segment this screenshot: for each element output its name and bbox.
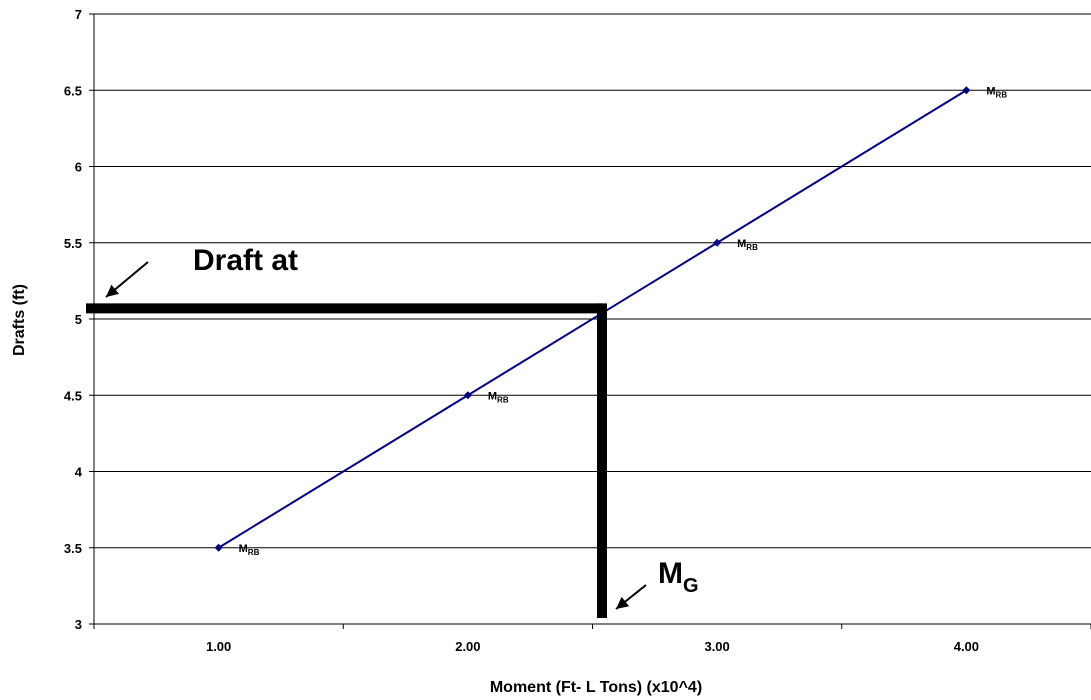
y-tick-label: 4.5: [64, 388, 82, 403]
x-tick-label: 1.00: [206, 639, 231, 654]
data-point-label-sub: RB: [746, 243, 758, 252]
data-point-label: MRB: [239, 543, 260, 557]
mg-annotation-text: MG: [658, 557, 699, 597]
data-point-label-main: M: [986, 85, 995, 97]
y-tick-label: 4: [75, 465, 83, 480]
x-tick-label: 2.00: [455, 639, 480, 654]
data-point-label-main: M: [737, 238, 746, 250]
data-point-label: MRB: [737, 238, 758, 252]
data-point-label-sub: RB: [497, 395, 509, 404]
mg-arrow-head: [616, 596, 630, 609]
y-tick-label: 7: [75, 7, 82, 22]
x-tick-label: 4.00: [954, 639, 979, 654]
data-point-marker: [713, 238, 722, 247]
y-axis-title: Drafts (ft): [11, 284, 28, 356]
x-axis-title: Moment (Ft- L Tons) (x10^4): [490, 679, 702, 696]
tick-labels: 3 3.5 4 4.5 5 5.5 6 6.5 7 1.00 2.00 3.00 4.00: [64, 7, 1091, 654]
data-point-marker: [463, 391, 472, 400]
series-line: [218, 89, 967, 549]
data-point-marker: [214, 543, 223, 552]
mg-annotation-main: M: [658, 557, 683, 590]
data-point-label-sub: RB: [996, 90, 1008, 99]
x-tick-label: 3.00: [704, 639, 729, 654]
y-tick-label: 6.5: [64, 83, 82, 98]
data-point-label: MRB: [986, 85, 1007, 99]
y-tick-label: 3: [75, 617, 82, 632]
data-point-label-sub: RB: [248, 548, 260, 557]
draft-annotation-text: Draft at: [193, 244, 298, 277]
y-tick-label: 3.5: [64, 541, 82, 556]
mg-annotation-sub: G: [683, 575, 699, 597]
draft-arrow-head: [106, 284, 120, 297]
y-tick-label: 6: [75, 160, 82, 175]
data-point-marker: [962, 86, 971, 95]
data-point-label-main: M: [239, 543, 248, 555]
data-point-label-main: M: [488, 390, 497, 402]
data-point-label: MRB: [488, 390, 509, 404]
y-tick-label: 5.5: [64, 236, 82, 251]
y-tick-label: 5: [75, 312, 82, 327]
